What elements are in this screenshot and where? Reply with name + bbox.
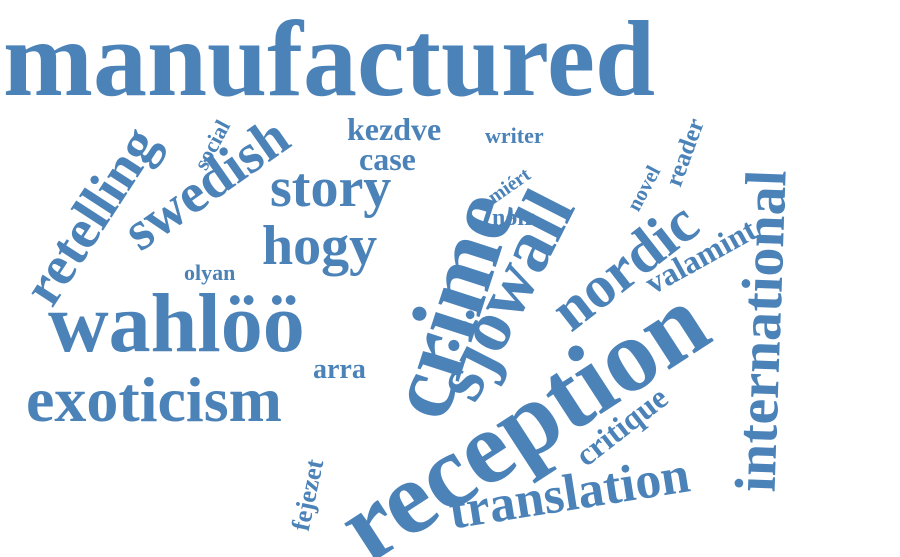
- word-exoticism: exoticism: [26, 364, 282, 435]
- word-reader: reader: [660, 114, 710, 191]
- word-olyan: olyan: [184, 260, 236, 285]
- word-arra: arra: [313, 354, 366, 385]
- word-wahloo: wahlöö: [48, 277, 305, 370]
- word-writer: writer: [485, 123, 544, 148]
- word-hogy: hogy: [262, 215, 378, 277]
- word-manufactured: manufactured: [3, 0, 656, 119]
- word-fejezet: fejezet: [285, 456, 330, 534]
- word-story: story: [270, 157, 392, 219]
- word-noir: noir: [492, 205, 535, 231]
- word-case: case: [359, 141, 416, 177]
- word-kezdve: kezdve: [347, 111, 442, 147]
